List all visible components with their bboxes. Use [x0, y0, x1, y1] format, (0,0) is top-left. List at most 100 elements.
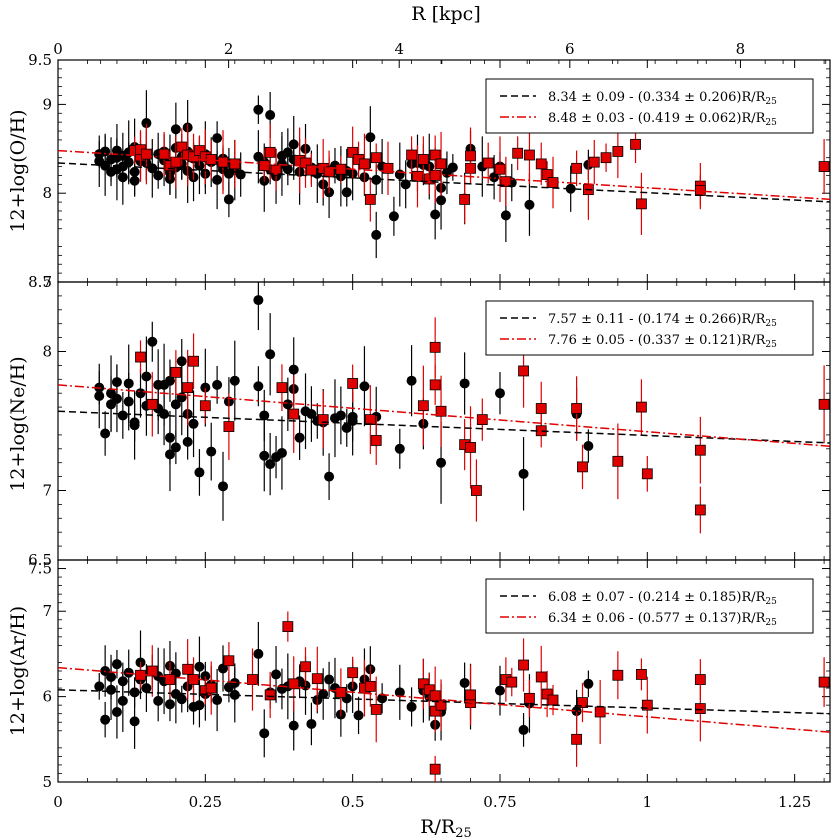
data-point-black-circle [259, 410, 270, 421]
top-axis: 0 2 4 6 8 [53, 40, 827, 68]
legend-label: 8.48 ± 0.03 - (0.419 ± 0.062)R/R25 [548, 111, 777, 128]
top-tick-label: 4 [394, 40, 404, 58]
bottom-axis-title-sub: 25 [455, 826, 472, 840]
data-point-red-square [264, 689, 276, 701]
data-point-black-circle [206, 446, 217, 457]
data-point-red-square [140, 148, 152, 160]
y-tick-label: 8.5 [28, 273, 52, 291]
data-point-red-square [146, 665, 158, 677]
data-point-red-square [541, 169, 553, 180]
fit-line-red [58, 384, 830, 447]
data-point-black-circle [324, 674, 335, 685]
legend-label: 7.76 ± 0.05 - (0.337 ± 0.121)R/R25 [548, 333, 777, 350]
bottom-tick-label: 1 [643, 793, 653, 811]
data-point-red-square [170, 366, 182, 378]
data-point-red-square [188, 355, 199, 367]
data-point-black-circle [265, 349, 276, 360]
data-point-red-square [524, 149, 535, 161]
data-point-black-circle [359, 381, 370, 392]
data-point-red-square [571, 733, 582, 745]
data-point-black-circle [100, 428, 111, 439]
data-point-black-circle [306, 718, 317, 729]
data-point-black-circle [583, 441, 594, 452]
bottom-axis-title-main: R/R [420, 816, 456, 838]
data-point-red-square [370, 704, 382, 715]
data-point-black-circle [135, 388, 146, 399]
data-point-black-circle [259, 728, 270, 739]
top-axis-title: R [kpc] [411, 3, 481, 25]
y-tick-label: 9.5 [28, 51, 52, 69]
fit-line-red [58, 666, 830, 733]
top-tick-label: 6 [565, 40, 575, 58]
data-point-black-circle [388, 211, 399, 222]
data-point-black-circle [436, 195, 447, 206]
bottom-tick-label: 0.75 [483, 793, 516, 811]
ylabel-oh: 12+log(O/H) [7, 109, 29, 232]
data-point-black-circle [194, 661, 205, 672]
data-point-black-circle [571, 706, 582, 717]
data-point-black-circle [489, 172, 500, 183]
data-point-red-square [429, 705, 441, 717]
data-point-black-circle [129, 175, 140, 186]
data-point-black-circle [583, 678, 594, 689]
data-point-black-circle [259, 450, 270, 461]
data-point-black-circle [265, 459, 276, 470]
data-point-red-square [370, 152, 382, 164]
data-point-red-square [188, 151, 199, 163]
data-point-red-square [429, 341, 441, 353]
data-point-black-circle [565, 183, 576, 194]
data-point-black-circle [212, 133, 223, 144]
data-point-red-square [429, 763, 441, 775]
legend-box [485, 578, 814, 634]
data-point-black-circle [524, 199, 535, 210]
data-point-red-square [612, 669, 624, 681]
data-point-red-square [300, 157, 311, 169]
legend-label-subscript: 25 [765, 118, 777, 128]
data-point-black-circle [218, 481, 229, 492]
data-point-red-square [323, 166, 335, 178]
data-point-red-square [435, 699, 447, 711]
data-point-black-circle [170, 442, 181, 453]
panel-neh: 12+log(Ne/H) 6.5 7 8 8.5 7.57 ± 0.11 - (0.17… [7, 273, 831, 569]
data-point-red-square [471, 485, 482, 496]
data-point-black-circle [94, 390, 105, 401]
data-point-red-square [547, 694, 559, 706]
plot-area [58, 90, 830, 259]
data-point-black-circle [111, 659, 122, 670]
data-point-red-square [500, 176, 512, 188]
data-point-red-square [465, 442, 476, 453]
fit-line-red [58, 149, 830, 201]
data-point-black-circle [406, 375, 417, 386]
y-tick-label: 9 [42, 95, 52, 113]
data-point-black-circle [123, 667, 134, 678]
y-tick-label: 8 [42, 184, 52, 202]
legend-label-subscript: 25 [765, 97, 777, 107]
data-point-red-square [535, 671, 547, 683]
legend-label: 8.34 ± 0.09 - (0.334 ± 0.206)R/R25 [548, 90, 777, 107]
data-point-black-circle [212, 695, 223, 706]
data-point-black-circle [194, 700, 205, 711]
data-point-red-square [541, 688, 553, 700]
data-point-black-circle [164, 699, 175, 710]
data-point-black-circle [394, 443, 405, 454]
data-point-black-circle [129, 687, 140, 698]
legend-box [485, 300, 814, 356]
data-point-black-circle [347, 411, 358, 422]
data-point-black-circle [288, 720, 299, 731]
data-point-red-square [435, 158, 447, 170]
data-point-red-square [506, 676, 518, 688]
data-point-red-square [146, 398, 158, 410]
legend-label: 6.34 ± 0.06 - (0.577 ± 0.137)R/R25 [548, 611, 777, 628]
y-tick-label: 7 [42, 273, 52, 291]
data-point-black-circle [159, 409, 170, 420]
data-point-red-square [459, 194, 471, 205]
data-point-black-circle [100, 714, 111, 725]
data-point-red-square [364, 414, 376, 426]
data-point-black-circle [111, 393, 122, 404]
data-point-black-circle [106, 671, 117, 682]
legend-label-text: 6.34 ± 0.06 - (0.577 ± 0.137)R/R [548, 611, 767, 626]
top-tick-label: 2 [224, 40, 234, 58]
data-point-red-square [276, 382, 288, 394]
data-point-black-circle [111, 706, 122, 717]
data-point-red-square [223, 421, 235, 432]
